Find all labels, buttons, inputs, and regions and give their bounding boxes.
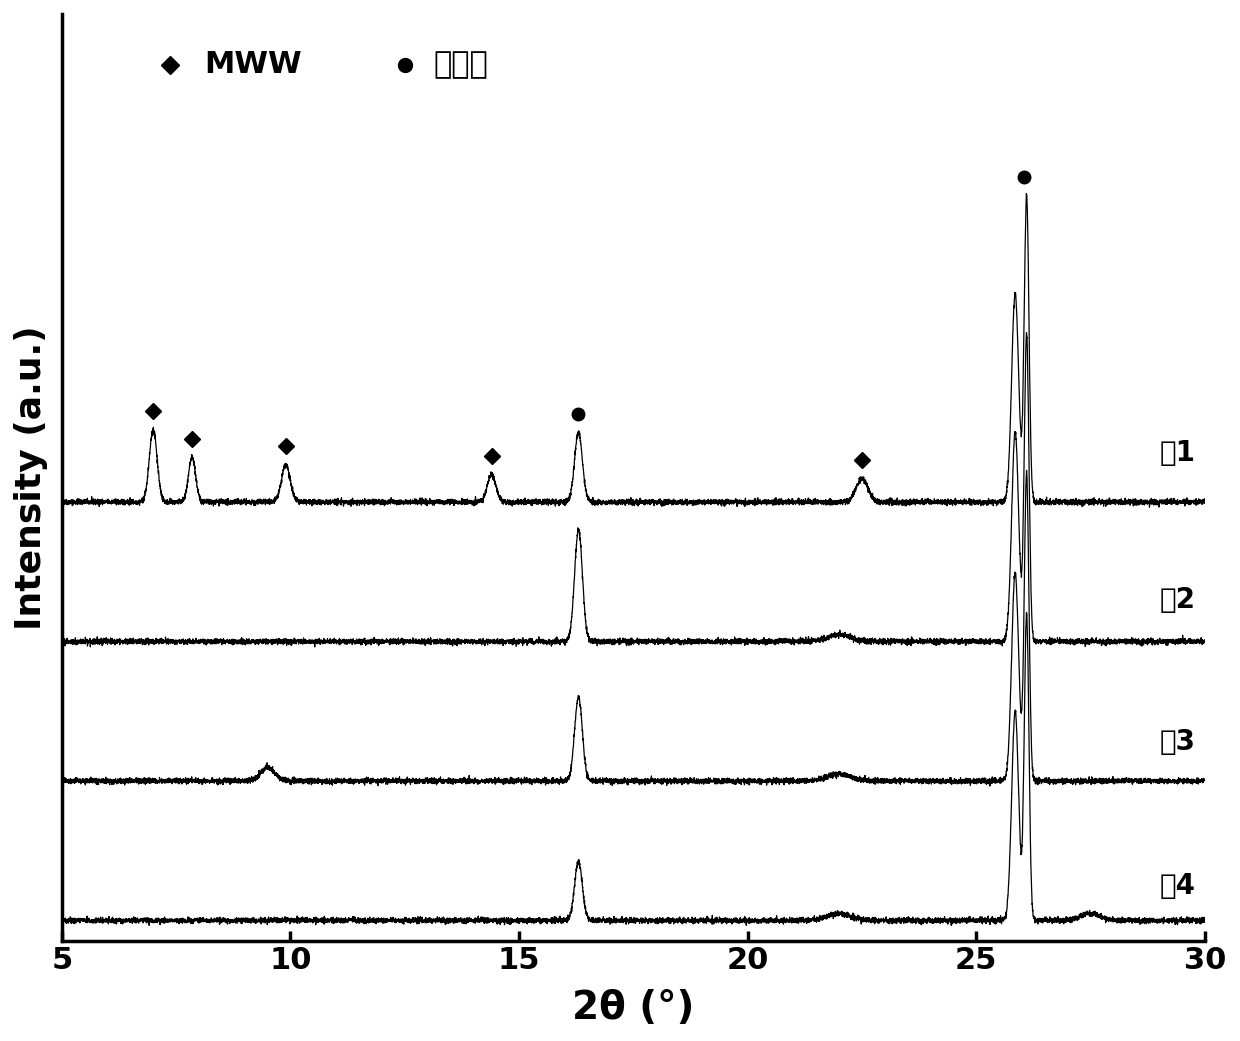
Text: 支撑体: 支撑体 [433,50,489,79]
X-axis label: 2θ (°): 2θ (°) [572,989,694,1027]
Text: 例4: 例4 [1159,871,1195,899]
Text: 例1: 例1 [1159,439,1195,467]
Text: 例2: 例2 [1159,586,1195,613]
Y-axis label: Intensity (a.u.): Intensity (a.u.) [14,325,48,630]
Text: MWW: MWW [205,50,303,79]
Text: 例3: 例3 [1159,728,1195,756]
